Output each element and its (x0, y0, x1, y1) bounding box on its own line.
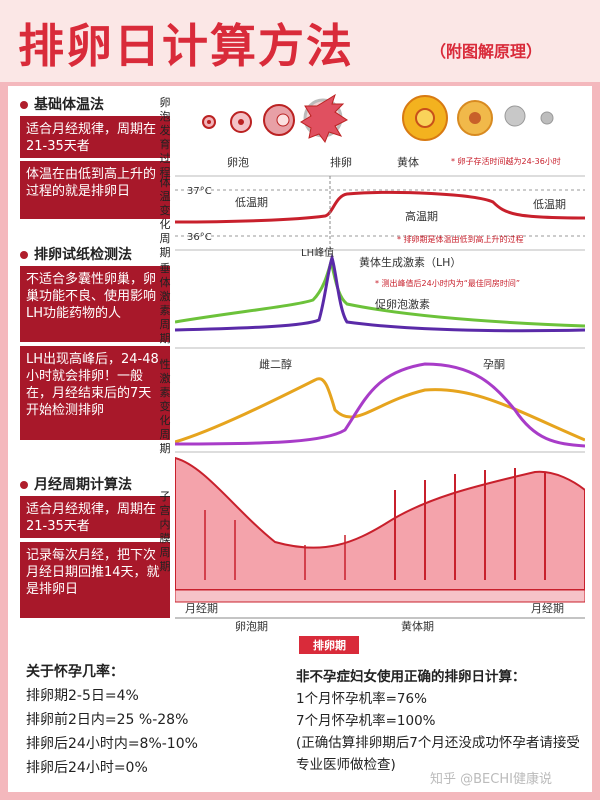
section-heading-label: 基础体温法 (34, 97, 104, 113)
temperature-curve (175, 190, 585, 224)
stage-label-luteal: 黄体 (397, 155, 419, 169)
section-heading-label: 月经周期计算法 (34, 477, 132, 493)
calc-line: 7个月怀孕机率=100% (296, 713, 436, 729)
corpus-albicans-icon (504, 105, 526, 127)
section-heading-calendar: 月经周期计算法 (20, 474, 132, 494)
pituitary-chart: LH峰值 黄体生成激素（LH） * 测出峰值后24小时内为“最佳同房时间” 促卵… (175, 246, 585, 333)
bbt-box-1: 适合月经规律，周期在21-35天者 (20, 116, 170, 158)
luteal-label: 黄体期 (401, 619, 434, 633)
calendar-box-1: 适合月经规律，周期在21-35天者 (20, 496, 170, 538)
strip-box-1: 不适合多囊性卵巢，卵巢功能不良、使用影响LH功能药物的人 (20, 266, 170, 342)
calc-line: 1个月怀孕机率=76% (296, 691, 427, 707)
endometrium-chart: 月经期 卵泡期 黄体期 月经期 排卵期 (175, 456, 585, 654)
low-temp-label-2: 低温期 (533, 198, 566, 211)
strip-box-2: LH出现高峰后，24-48小时就会排卵！一般在，月经结束后的7天开始检测排卵 (20, 346, 170, 440)
estradiol-label: 雌二醇 (259, 357, 292, 371)
ovulation-badge-label: 排卵期 (313, 638, 346, 652)
odds-line: 排卵前2日内=25 %-28% (26, 712, 189, 728)
lh-curve (175, 253, 585, 333)
low-temp-label-1: 低温期 (235, 196, 268, 209)
odds-line: 排卵后24小时内=8%-10% (26, 736, 198, 752)
uterine-glands (394, 468, 546, 580)
period-label-2: 月经期 (531, 602, 564, 615)
bullet-icon (20, 251, 28, 259)
bullet-icon (20, 481, 28, 489)
lh-label: 黄体生成激素（LH） (359, 255, 461, 269)
endometrium-layer (175, 456, 585, 591)
pregnancy-odds-block: 关于怀孕几率： 排卵期2-5日=4% 排卵前2日内=25 %-28% 排卵后24… (26, 660, 198, 780)
calendar-box-2: 记录每次月经，把下次月经日期回推14天，就是排卵日 (20, 542, 170, 618)
watermark: 知乎 @BECHI健康说 (430, 772, 552, 787)
sex-hormone-chart: 雌二醇 孕酮 (175, 357, 585, 448)
row-label-follicle: 卵泡发育过程 (159, 96, 171, 179)
temperature-chart: 37°C 36°C 低温期 高温期 低温期 * 排卵期是体温由低到高上升的过程 (175, 176, 585, 250)
temp-36-label: 36°C (187, 232, 212, 243)
section-heading-bbt: 基础体温法 (20, 94, 104, 114)
progesterone-curve (175, 362, 585, 448)
ovulation-icon (300, 93, 348, 144)
high-temp-label: 高温期 (405, 209, 438, 223)
bullet-icon (20, 101, 28, 109)
fsh-label: 促卵泡激素 (375, 297, 430, 311)
period-label-1: 月经期 (185, 602, 218, 615)
follicle-stages: 卵泡 排卵 黄体 * 卵子存活时间越为24-36小时 (202, 93, 561, 169)
progesterone-label: 孕酮 (483, 358, 505, 371)
row-label-temp: 体温变化周期 (159, 176, 171, 259)
section-heading-strip: 排卵试纸检测法 (20, 244, 132, 264)
pregnancy-odds-title: 关于怀孕几率： (26, 664, 124, 680)
follicular-label: 卵泡期 (235, 619, 268, 633)
bbt-box-2: 体温在由低到高上升的过程的就是排卵日 (20, 161, 170, 219)
corpus-albicans-icon (540, 111, 554, 125)
stage-label-follicle: 卵泡 (227, 155, 249, 169)
row-label-sex-hormone: 性激素变化周期 (159, 358, 171, 455)
page-title: 排卵日计算方法 (18, 19, 354, 73)
correct-calc-block: 非不孕症妇女使用正确的排卵日计算： 1个月怀孕机率=76% 7个月怀孕机率=10… (296, 666, 586, 776)
row-label-uterus: 子宫内膜周期 (159, 490, 171, 573)
fsh-curve (175, 256, 585, 328)
temp-note: * 排卵期是体温由低到高上升的过程 (397, 234, 524, 244)
odds-line: 排卵期2-5日=4% (26, 688, 139, 704)
stage-label-ovulation: 排卵 (330, 155, 352, 169)
temp-37-label: 37°C (187, 186, 212, 197)
ovulation-badge (299, 636, 359, 654)
cycle-diagram: 卵泡 排卵 黄体 * 卵子存活时间越为24-36小时 37°C 36°C 低温期… (175, 93, 585, 654)
best-time-note: * 测出峰值后24小时内为“最佳同房时间” (375, 278, 520, 288)
odds-line: 排卵后24小时=0% (26, 760, 148, 776)
title-bar (0, 0, 600, 82)
estradiol-curve (175, 377, 585, 444)
page-subtitle: （附图解原理） (430, 42, 543, 61)
section-heading-label: 排卵试纸检测法 (34, 247, 132, 263)
row-label-pituitary: 垂体激素周期 (159, 262, 171, 345)
calc-line: (正确估算排卵期后7个月还没成功怀孕者请接受专业医师做检查) (296, 735, 580, 773)
correct-calc-title: 非不孕症妇女使用正确的排卵日计算： (296, 669, 526, 685)
lh-peak-label: LH峰值 (301, 246, 334, 259)
egg-survival-note: * 卵子存活时间越为24-36小时 (451, 156, 561, 166)
basal-layer (175, 589, 585, 603)
